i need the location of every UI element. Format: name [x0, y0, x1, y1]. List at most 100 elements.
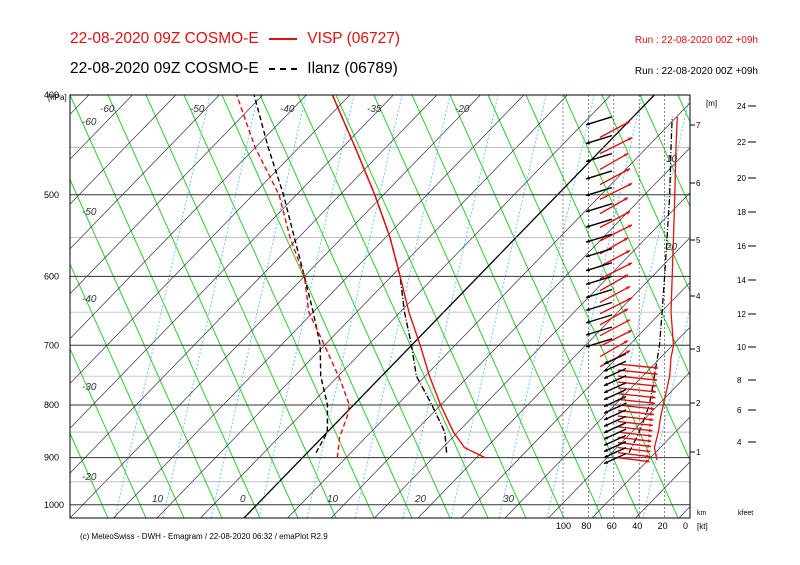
kfeet-tick-label: 14 — [737, 276, 746, 285]
visp-wind-arrow-head — [645, 459, 650, 463]
temperature-bottom-label: 20 — [414, 494, 427, 505]
visp-wind-arrow — [617, 451, 651, 458]
wind-speed-tick-label: 80 — [581, 521, 591, 531]
dry-adiabat-line — [563, 95, 690, 377]
mixing-ratio-line — [450, 95, 547, 518]
ilanz-wind-arrow-head — [586, 307, 590, 311]
ilanz-wind-arrow — [585, 301, 613, 312]
isotherm-line — [417, 237, 690, 518]
dry-adiabat-line — [70, 262, 185, 518]
height-tick-label: 4 — [696, 292, 701, 301]
visp-wind-arrow — [599, 152, 629, 171]
run-info-visp: Run : 22-08-2020 00Z +09h — [634, 35, 758, 46]
isotherm-line — [0, 95, 45, 518]
dry-adiabat-line — [70, 516, 71, 518]
visp-wind-arrow-head — [624, 153, 628, 157]
ilanz-wind-arrow-head — [586, 281, 590, 285]
isotherm-line — [70, 95, 133, 160]
ilanz-wind-arrow-head — [604, 442, 608, 446]
ilanz-wind-arrow — [603, 422, 627, 434]
wind-speed-tick-label: 60 — [607, 521, 617, 531]
mixing-ratio-line — [210, 95, 307, 518]
ilanz-wind-arrow-head — [604, 423, 608, 427]
visp-wind-arrow — [617, 369, 658, 375]
visp-wind-arrow-head — [647, 439, 652, 443]
visp-wind-arrow-head — [626, 211, 630, 215]
visp-wind-arrow-head — [628, 224, 632, 229]
ilanz-wind-arrow-head — [586, 176, 590, 180]
kfeet-tick-label: 16 — [737, 242, 746, 251]
visp-wind-arrow-head — [649, 423, 653, 427]
isotherm-line — [70, 95, 438, 474]
dry-adiabat-line — [411, 95, 603, 518]
visp-wind-arrow-head — [626, 250, 630, 254]
isotherm-line — [723, 95, 800, 518]
temperature-left-label: -60 — [82, 117, 97, 128]
kfeet-tick-label: 22 — [737, 138, 746, 147]
kfeet-tick-label: 20 — [737, 174, 746, 183]
temperature-left-label: -50 — [82, 207, 97, 218]
ilanz-wind-arrow — [585, 202, 613, 213]
ilanz-wind-arrow — [603, 453, 627, 465]
visp-wind-arrow — [599, 197, 629, 215]
dry-adiabat-line — [145, 95, 337, 518]
isotherm-line — [0, 95, 2, 518]
visp-wind-arrow-head — [649, 417, 654, 422]
visp-wind-arrow-head — [624, 308, 628, 313]
mixing-ratio-line — [402, 95, 499, 518]
isotherm-line — [113, 95, 525, 518]
temperature-top-label: -60 — [100, 104, 115, 115]
ilanz-wind-arrow-head — [604, 389, 608, 393]
kfeet-tick-label: 10 — [737, 343, 746, 352]
temperature-left-label: -40 — [82, 294, 97, 305]
visp-wind-arrow-head — [626, 121, 630, 125]
visp-wind-arrow — [599, 249, 631, 268]
visp-wind-arrow — [599, 329, 633, 347]
kfeet-tick-label: 18 — [737, 208, 746, 217]
dry-adiabat-line — [716, 95, 800, 518]
ilanz-wind-arrow-head — [604, 416, 608, 420]
title-ilanz-run: 22-08-2020 09Z COSMO-E — [70, 60, 259, 77]
ilanz-wind-arrow — [585, 326, 613, 336]
kfeet-tick-label: 24 — [737, 102, 746, 111]
isotherm-line — [591, 416, 690, 518]
mixing-ratio-line — [498, 95, 595, 518]
plot-frame — [69, 94, 691, 519]
dry-adiabat-line — [639, 95, 690, 208]
temperature-bottom-label: 10 — [327, 494, 339, 505]
isotherm-line — [70, 95, 307, 340]
isotherm-line — [70, 95, 394, 429]
isotherm-line — [70, 95, 177, 205]
visp-wind-arrow-head — [653, 378, 657, 382]
mixing-ratio-line — [594, 95, 690, 518]
kfeet-tick-label: 4 — [737, 438, 742, 447]
dry-adiabat-line — [754, 95, 800, 518]
visp-wind-arrow-head — [650, 406, 655, 411]
visp-wind-arrow-head — [646, 449, 651, 453]
isotherm-line — [374, 192, 690, 518]
isotherm-line — [70, 95, 264, 295]
ilanz-wind-arrow — [585, 262, 613, 272]
ilanz-wind-arrow-head — [586, 158, 590, 163]
visp-wind-arrow-head — [628, 297, 632, 301]
ilanz-wind-arrow — [585, 275, 613, 285]
ilanz-wind-arrow-head — [604, 448, 608, 452]
run-info-ilanz: Run : 22-08-2020 00Z +09h — [634, 66, 758, 77]
dry-adiabat-line — [792, 95, 800, 518]
ilanz-wind-arrow-head — [586, 140, 590, 145]
visp-wind-arrow — [599, 137, 633, 155]
ilanz-wind-arrow-head — [586, 208, 590, 213]
mixing-ratio-line — [354, 95, 451, 518]
visp-wind-arrow — [599, 262, 633, 280]
dry-adiabat-line — [525, 95, 690, 462]
visp-wind-arrow-head — [626, 350, 630, 354]
visp-wind-arrow-head — [654, 365, 658, 370]
visp-wind-arrow — [599, 285, 631, 304]
visp-wind-arrow-head — [628, 262, 632, 266]
height-axis-unit: [m] — [706, 99, 717, 108]
ilanz-wind-arrow — [603, 382, 627, 394]
visp-wind-arrow-head — [626, 168, 630, 172]
pressure-tick-label: 600 — [44, 271, 59, 281]
temperature-top-label: -20 — [455, 104, 470, 115]
